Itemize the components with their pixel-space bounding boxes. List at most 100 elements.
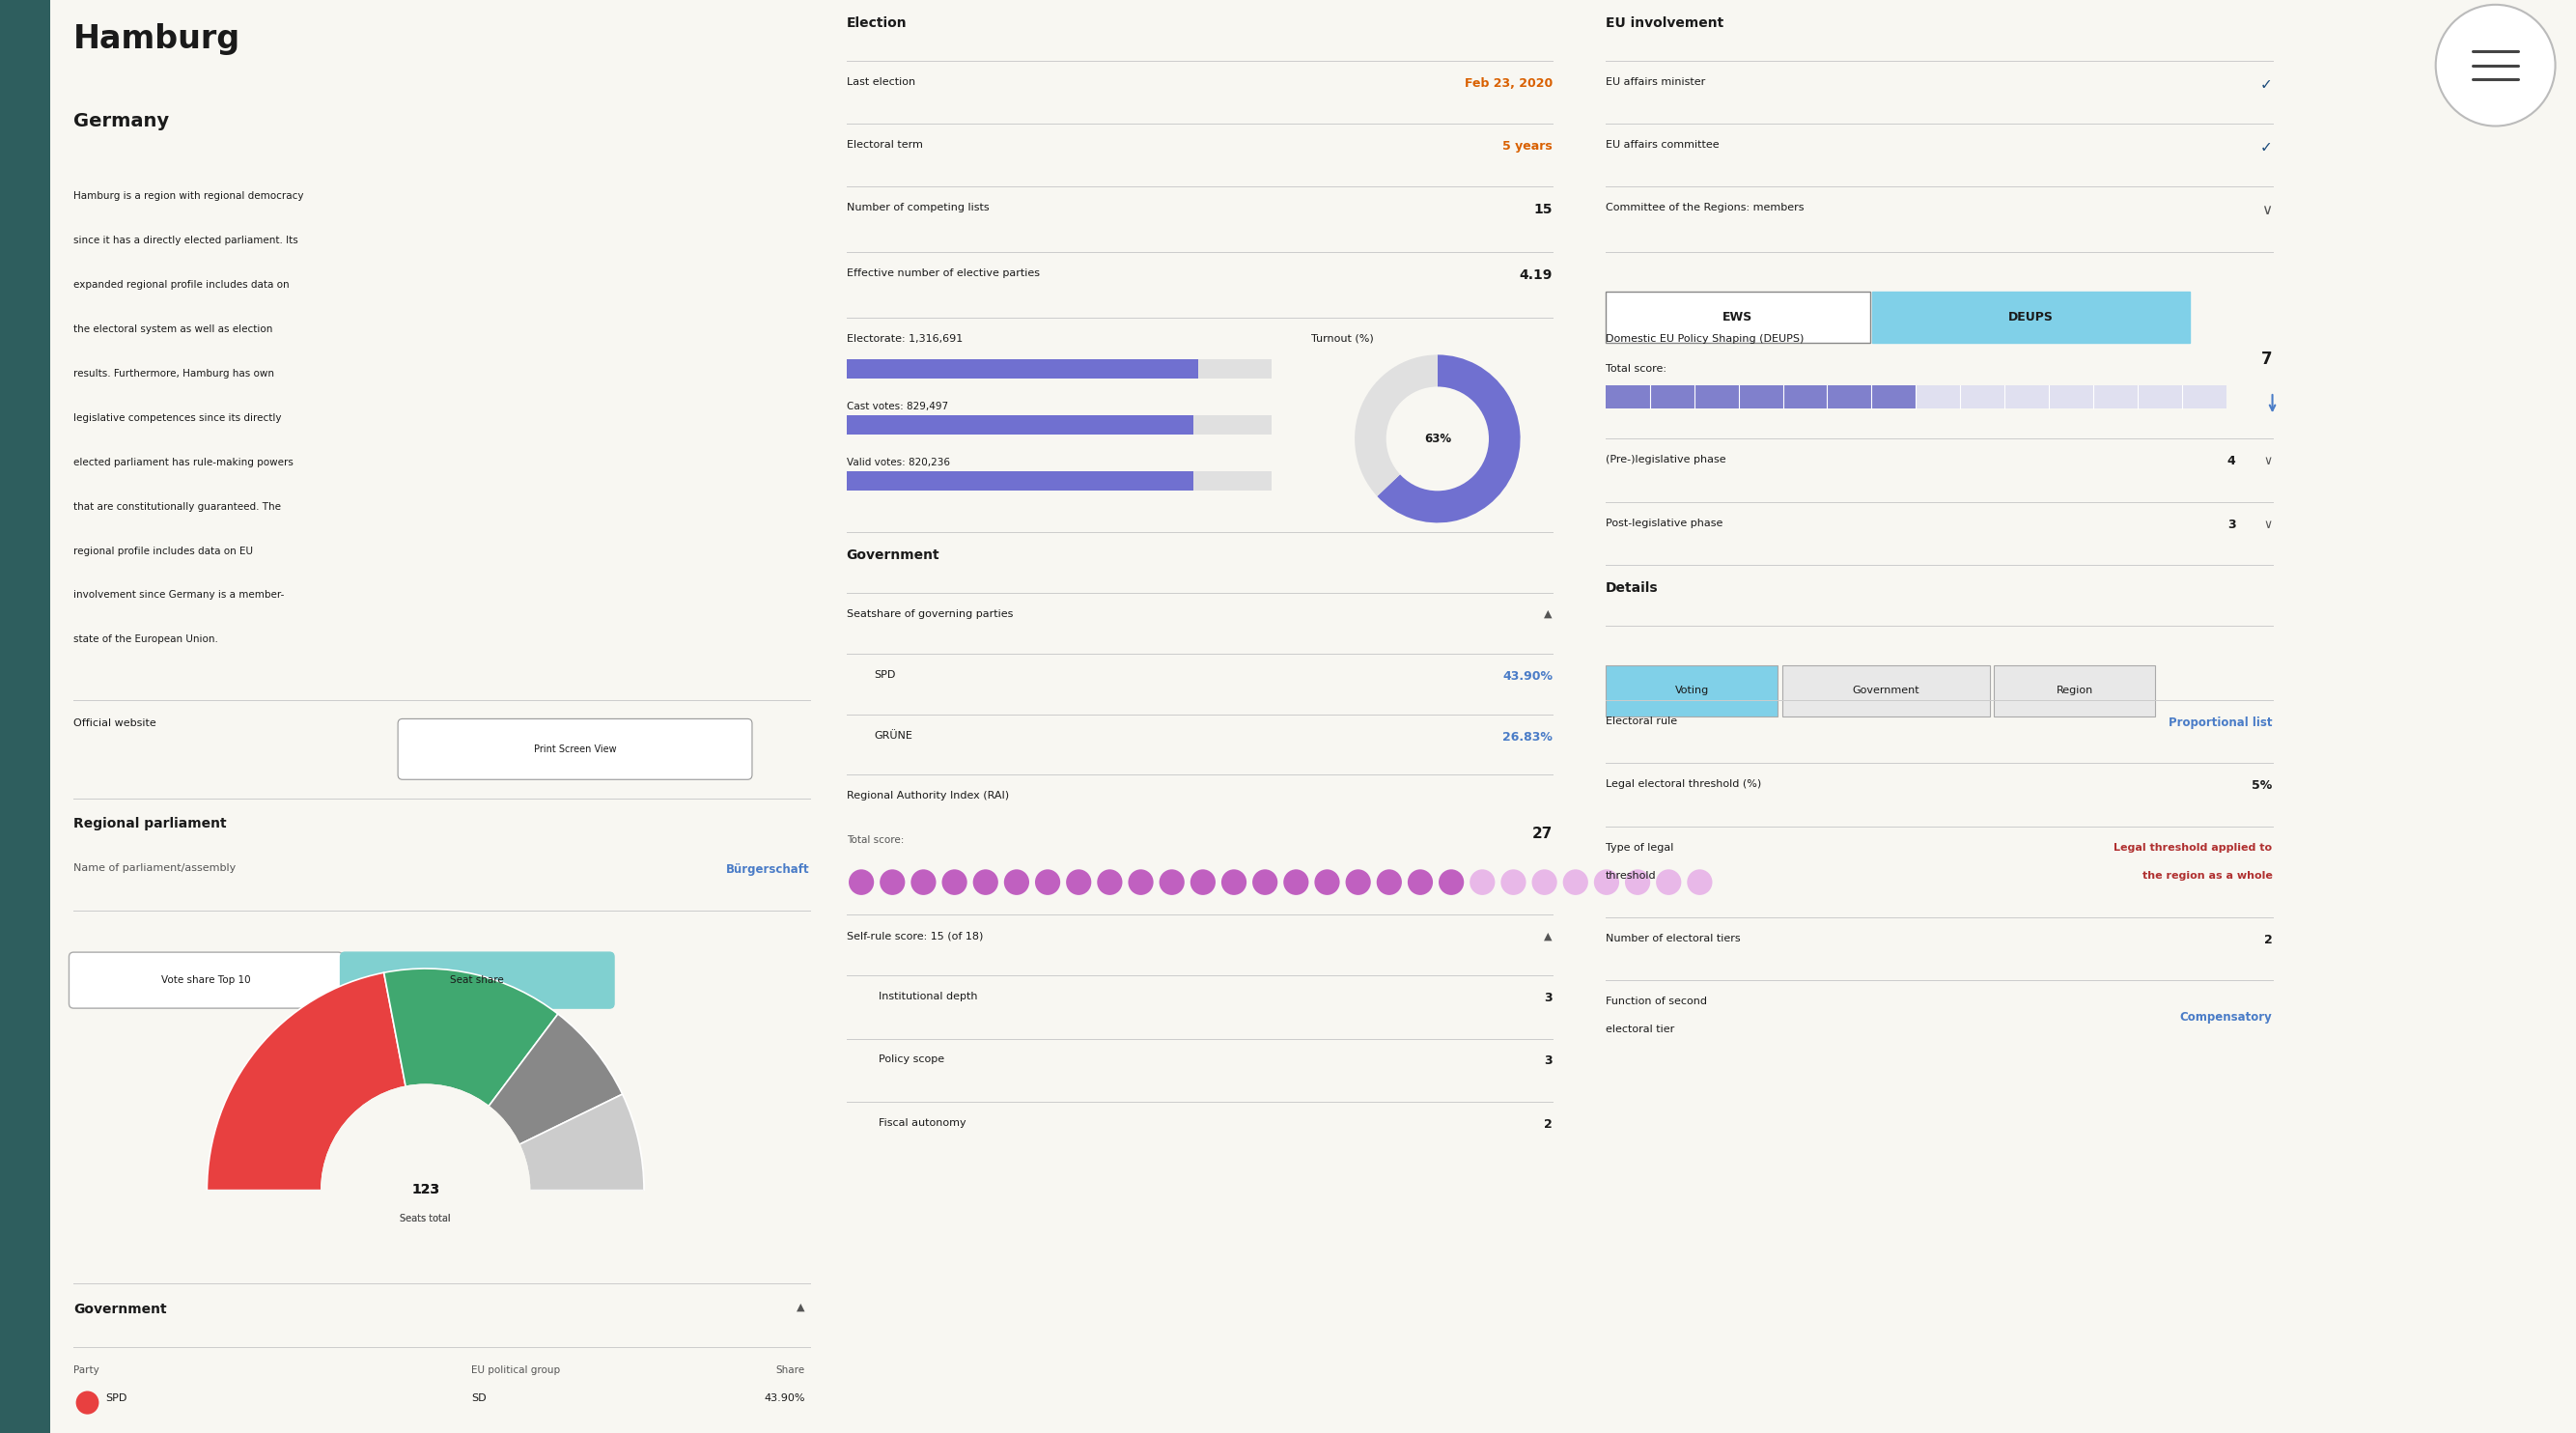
Circle shape (1625, 870, 1651, 896)
Text: Institutional depth: Institutional depth (878, 992, 976, 1002)
Text: state of the European Union.: state of the European Union. (75, 635, 219, 645)
Text: electoral tier: electoral tier (1605, 1025, 1674, 1035)
Text: Party: Party (75, 1366, 100, 1376)
Text: Number of electoral tiers: Number of electoral tiers (1605, 933, 1741, 943)
Text: 2: 2 (2264, 933, 2272, 946)
Text: 15: 15 (1533, 203, 1553, 216)
Circle shape (1097, 870, 1123, 896)
Circle shape (319, 1083, 531, 1297)
Bar (0, 0, 52, 1433)
Circle shape (319, 1083, 531, 1297)
Text: EU affairs committee: EU affairs committee (1605, 140, 1718, 149)
Bar (848, 360, 1198, 378)
Text: 5 years: 5 years (1502, 140, 1553, 152)
Bar (848, 360, 1273, 378)
Circle shape (912, 870, 935, 896)
Text: ∨: ∨ (2262, 203, 2272, 218)
Circle shape (1595, 870, 1620, 896)
Text: Number of competing lists: Number of competing lists (848, 203, 989, 212)
Circle shape (1437, 870, 1463, 896)
Circle shape (1190, 870, 1216, 896)
Text: 63%: 63% (1425, 433, 1450, 446)
Text: Hamburg: Hamburg (75, 23, 240, 56)
Text: 43.90%: 43.90% (1502, 669, 1553, 682)
Text: SD: SD (471, 1393, 487, 1403)
Text: ▲: ▲ (796, 1303, 804, 1313)
Text: Region: Region (2056, 686, 2094, 695)
Text: threshold: threshold (1605, 870, 1656, 880)
Bar (196, 1191, 654, 1423)
Text: (Pre-)legislative phase: (Pre-)legislative phase (1605, 456, 1726, 464)
Text: EU affairs minister: EU affairs minister (1605, 77, 1705, 86)
Text: SPD: SPD (106, 1393, 126, 1403)
Text: Government: Government (75, 1303, 167, 1315)
Text: regional profile includes data on EU: regional profile includes data on EU (75, 546, 252, 556)
Circle shape (1406, 870, 1432, 896)
Circle shape (1376, 870, 1401, 896)
Bar (196, 1191, 654, 1423)
Text: 26.83%: 26.83% (1502, 731, 1553, 744)
Text: 5%: 5% (2251, 780, 2272, 792)
Text: Last election: Last election (848, 77, 914, 86)
Circle shape (2437, 4, 2555, 126)
FancyBboxPatch shape (1783, 665, 1989, 716)
Circle shape (1005, 870, 1030, 896)
Text: Legal electoral threshold (%): Legal electoral threshold (%) (1605, 780, 1762, 790)
Text: Government: Government (1852, 686, 1919, 695)
Text: Proportional list: Proportional list (2169, 716, 2272, 729)
Text: 43.90%: 43.90% (765, 1393, 804, 1403)
Text: 3: 3 (2228, 519, 2236, 530)
Circle shape (1471, 870, 1494, 896)
Circle shape (848, 870, 873, 896)
Text: that are constitutionally guaranteed. The: that are constitutionally guaranteed. Th… (75, 502, 281, 512)
Text: results. Furthermore, Hamburg has own: results. Furthermore, Hamburg has own (75, 368, 276, 378)
Text: Effective number of elective parties: Effective number of elective parties (848, 268, 1041, 278)
Wedge shape (384, 969, 559, 1191)
Wedge shape (425, 1095, 644, 1191)
Text: Total score:: Total score: (1605, 364, 1667, 374)
Bar (848, 416, 1193, 434)
Text: Name of parliament/assembly: Name of parliament/assembly (75, 864, 237, 873)
Text: Election: Election (848, 16, 907, 30)
Circle shape (1502, 870, 1525, 896)
Text: Post-legislative phase: Post-legislative phase (1605, 519, 1723, 527)
Bar (1605, 385, 1917, 408)
Text: Voting: Voting (1674, 686, 1708, 695)
Bar (848, 416, 1273, 434)
Text: EWS: EWS (1723, 311, 1752, 324)
Text: Domestic EU Policy Shaping (DEUPS): Domestic EU Policy Shaping (DEUPS) (1605, 334, 1803, 344)
Text: Electorate: 1,316,691: Electorate: 1,316,691 (848, 334, 963, 344)
Circle shape (1533, 870, 1556, 896)
FancyBboxPatch shape (1873, 292, 2190, 342)
Wedge shape (206, 1191, 644, 1412)
Text: Compensatory: Compensatory (2179, 1010, 2272, 1023)
Text: Self-rule score: 15 (of 18): Self-rule score: 15 (of 18) (848, 931, 984, 941)
Text: legislative competences since its directly: legislative competences since its direct… (75, 413, 281, 423)
Text: 7: 7 (2262, 350, 2272, 367)
Text: Function of second: Function of second (1605, 996, 1708, 1006)
Text: the electoral system as well as election: the electoral system as well as election (75, 324, 273, 334)
Circle shape (1386, 387, 1489, 492)
Wedge shape (425, 1015, 623, 1191)
Circle shape (1283, 870, 1309, 896)
FancyBboxPatch shape (397, 719, 752, 780)
Wedge shape (206, 973, 425, 1191)
Text: Regional parliament: Regional parliament (75, 817, 227, 830)
Bar (848, 471, 1193, 490)
Text: Seats total: Seats total (399, 1214, 451, 1224)
Text: Valid votes: 820,236: Valid votes: 820,236 (848, 457, 951, 467)
Text: 3: 3 (1543, 1055, 1553, 1068)
Text: Vote share Top 10: Vote share Top 10 (162, 976, 250, 984)
Text: Electoral rule: Electoral rule (1605, 716, 1677, 727)
Circle shape (1252, 870, 1278, 896)
Text: Legal threshold applied to: Legal threshold applied to (2115, 843, 2272, 853)
Text: SPD: SPD (873, 669, 896, 679)
Text: EU involvement: EU involvement (1605, 16, 1723, 30)
Text: Committee of the Regions: members: Committee of the Regions: members (1605, 203, 1803, 212)
Circle shape (75, 1391, 98, 1414)
Circle shape (1656, 870, 1682, 896)
Text: since it has a directly elected parliament. Its: since it has a directly elected parliame… (75, 235, 299, 245)
Text: 4: 4 (2228, 456, 2236, 467)
Text: Policy scope: Policy scope (878, 1055, 945, 1065)
FancyBboxPatch shape (1994, 665, 2156, 716)
